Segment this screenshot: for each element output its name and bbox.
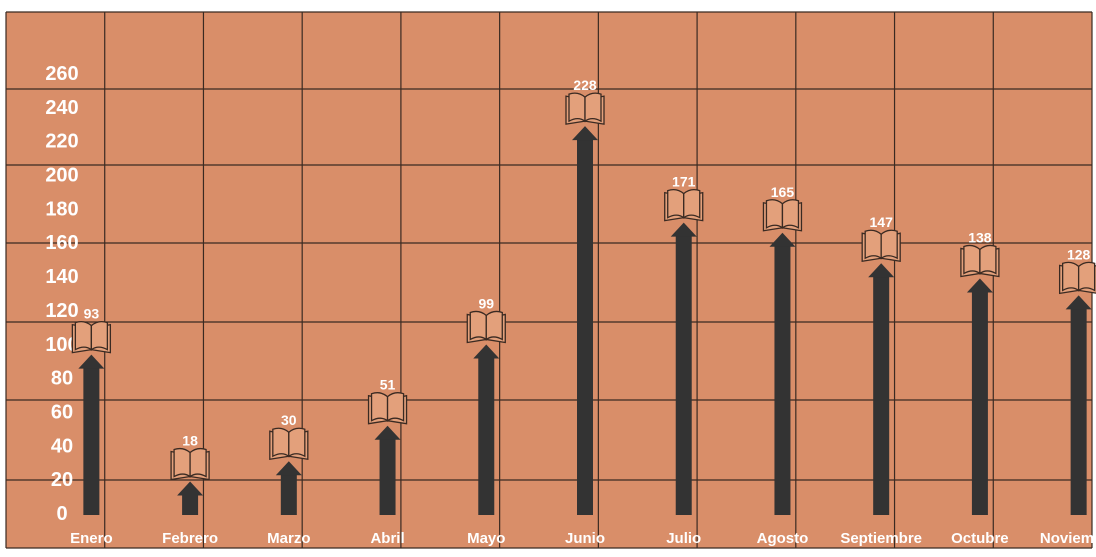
- y-tick-label: 60: [51, 401, 73, 423]
- data-value-label: 30: [281, 412, 297, 428]
- bar-arrow-shaft: [675, 232, 692, 515]
- x-tick-label: Enero: [70, 530, 113, 547]
- bar-arrow-shaft: [280, 471, 297, 515]
- x-tick-label: Noviembre: [1040, 530, 1096, 547]
- bar-arrow-shaft: [379, 435, 396, 515]
- y-tick-label: 100: [45, 334, 78, 356]
- bar-arrow-shaft: [873, 273, 890, 515]
- data-value-label: 228: [573, 77, 597, 93]
- bar-arrow-shaft: [1070, 305, 1087, 515]
- data-value-label: 147: [870, 214, 894, 230]
- data-arrow-group: 93: [71, 306, 112, 515]
- x-tick-label: Octubre: [951, 530, 1009, 547]
- data-value-label: 93: [84, 306, 100, 322]
- open-book-icon: [565, 92, 605, 125]
- x-tick-label: Junio: [565, 530, 605, 547]
- x-tick-label: Julio: [666, 530, 701, 547]
- x-tick-label: Febrero: [162, 530, 218, 547]
- bar-arrow-shaft: [971, 288, 988, 515]
- data-arrow-group: 99: [466, 295, 506, 515]
- open-book-icon: [367, 392, 408, 425]
- bar-arrow-head: [572, 126, 598, 141]
- x-axis-category-labels: Enero Febrero Marzo Abril Mayo Junio Julio Agos…: [70, 530, 1096, 547]
- data-arrow-group: 165: [762, 184, 803, 515]
- data-arrow-group: 138: [960, 229, 1000, 515]
- open-book-icon: [664, 188, 704, 222]
- data-arrow-group: 18: [170, 433, 210, 515]
- data-arrow-group: 51: [367, 377, 408, 515]
- bar-arrow-shaft: [478, 354, 495, 515]
- data-value-label: 18: [182, 433, 198, 449]
- data-value-label: 99: [478, 295, 494, 311]
- x-tick-label: Marzo: [267, 530, 310, 547]
- x-tick-label: Agosto: [757, 530, 809, 547]
- y-tick-label: 180: [45, 198, 78, 220]
- y-tick-label: 200: [45, 165, 78, 187]
- x-tick-label: Abril: [370, 530, 404, 547]
- y-tick-label: 220: [45, 131, 78, 153]
- y-tick-label: 240: [45, 97, 78, 119]
- y-tick-label: 40: [51, 435, 73, 457]
- data-arrows: 93 18 30 51 99 228 171 165 147 138 128: [71, 77, 1096, 515]
- data-value-label: 138: [968, 229, 992, 245]
- data-value-label: 51: [380, 377, 396, 393]
- bar-arrow-head: [769, 232, 796, 247]
- data-arrow-group: 30: [269, 412, 309, 515]
- open-book-icon: [1058, 261, 1096, 295]
- data-arrow-group: 128: [1058, 246, 1096, 515]
- open-book-icon: [71, 320, 112, 354]
- bar-arrow-shaft: [182, 491, 199, 515]
- open-book-icon: [269, 427, 309, 460]
- y-tick-label: 20: [51, 469, 73, 491]
- open-book-icon: [170, 447, 210, 481]
- open-book-icon: [466, 310, 506, 344]
- y-tick-label: 80: [51, 368, 73, 390]
- bar-arrow-head: [473, 344, 500, 359]
- x-tick-label: Mayo: [467, 530, 505, 547]
- plot-area: [6, 12, 1092, 548]
- y-axis-tick-labels: 0 20 40 60 80 100 120 140 160 180 200 220 240 260: [45, 63, 78, 525]
- bar-arrow-head: [275, 461, 302, 476]
- bar-arrow-head: [1065, 295, 1092, 310]
- bar-arrow-shaft: [577, 136, 593, 515]
- bar-arrow-head: [374, 425, 401, 440]
- bar-arrow-head: [966, 278, 993, 293]
- open-book-icon: [861, 229, 901, 262]
- data-arrow-group: 171: [664, 174, 704, 515]
- data-value-label: 165: [771, 184, 795, 200]
- bar-arrow-head: [868, 263, 895, 278]
- data-arrow-group: 147: [861, 214, 901, 515]
- bar-arrow-head: [177, 481, 204, 496]
- open-book-icon: [762, 199, 803, 232]
- bar-arrow-shaft: [83, 364, 100, 515]
- y-tick-label: 140: [45, 266, 78, 288]
- bar-arrow-shaft: [774, 242, 791, 515]
- open-book-icon: [960, 244, 1000, 278]
- bar-arrow-head: [670, 222, 697, 237]
- data-value-label: 128: [1067, 246, 1091, 262]
- y-tick-label: 160: [45, 232, 78, 254]
- bar-arrow-head: [78, 354, 105, 369]
- y-tick-label: 260: [45, 63, 78, 85]
- data-arrow-group: 228: [565, 77, 605, 515]
- grid-lines: [5, 11, 1093, 549]
- y-tick-label: 120: [45, 300, 78, 322]
- data-value-label: 171: [672, 174, 696, 190]
- x-tick-label: Septiembre: [840, 530, 922, 547]
- y-tick-label: 0: [56, 503, 67, 525]
